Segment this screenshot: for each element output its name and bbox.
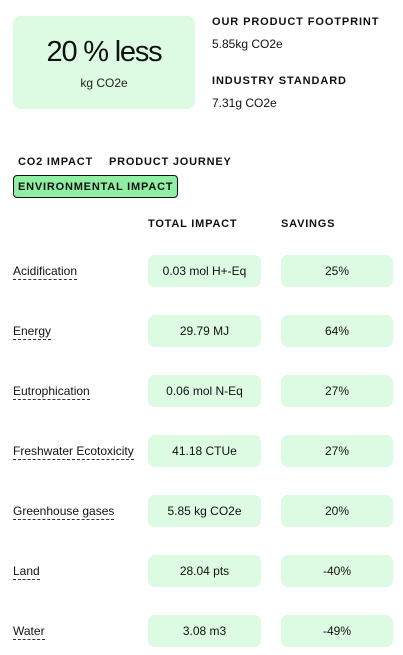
tab-environmental-impact[interactable]: ENVIRONMENTAL IMPACT (13, 175, 179, 198)
table-row: Energy 29.79 MJ 64% (0, 315, 403, 349)
impact-category-label[interactable]: Acidification (13, 264, 78, 280)
impact-category-label[interactable]: Freshwater Ecotoxicity (13, 444, 134, 460)
impact-category-label[interactable]: Energy (13, 324, 52, 340)
total-impact-value: 0.06 mol N-Eq (148, 375, 261, 407)
column-header-total-impact: TOTAL IMPACT (148, 218, 238, 230)
impact-category-label[interactable]: Eutrophication (13, 384, 90, 400)
table-row: Land 28.04 pts -40% (0, 555, 403, 589)
table-row: Acidification 0.03 mol H+-Eq 25% (0, 255, 403, 289)
tab-co2-impact[interactable]: CO2 IMPACT (18, 156, 94, 168)
industry-standard-value: 7.31g CO2e (212, 96, 277, 110)
impact-category-label[interactable]: Greenhouse gases (13, 504, 115, 520)
industry-standard: INDUSTRY STANDARD 7.31g CO2e (212, 75, 347, 110)
savings-value: 27% (281, 375, 393, 407)
savings-unit: kg CO2e (80, 76, 128, 90)
savings-value: -49% (281, 615, 393, 647)
total-impact-value: 28.04 pts (148, 555, 261, 587)
savings-value: 64% (281, 315, 393, 347)
total-impact-value: 41.18 CTUe (148, 435, 261, 467)
savings-headline: 20 % less (46, 36, 163, 68)
column-header-savings: SAVINGS (281, 218, 336, 230)
total-impact-value: 3.08 m3 (148, 615, 261, 647)
table-row: Eutrophication 0.06 mol N-Eq 27% (0, 375, 403, 409)
product-footprint: OUR PRODUCT FOOTPRINT 5.85kg CO2e (212, 16, 379, 51)
total-impact-value: 5.85 kg CO2e (148, 495, 261, 527)
savings-value: 20% (281, 495, 393, 527)
product-footprint-label: OUR PRODUCT FOOTPRINT (212, 16, 380, 28)
table-row: Water 3.08 m3 -49% (0, 615, 403, 649)
product-footprint-value: 5.85kg CO2e (212, 37, 283, 51)
industry-standard-label: INDUSTRY STANDARD (212, 75, 347, 87)
table-row: Greenhouse gases 5.85 kg CO2e 20% (0, 495, 403, 529)
savings-value: 27% (281, 435, 393, 467)
impact-category-label[interactable]: Water (13, 624, 45, 640)
impact-category-label[interactable]: Land (13, 564, 40, 580)
table-row: Freshwater Ecotoxicity 41.18 CTUe 27% (0, 435, 403, 469)
savings-value: -40% (281, 555, 393, 587)
tab-product-journey[interactable]: PRODUCT JOURNEY (109, 156, 232, 168)
total-impact-value: 29.79 MJ (148, 315, 261, 347)
savings-value: 25% (281, 255, 393, 287)
total-impact-value: 0.03 mol H+-Eq (148, 255, 261, 287)
savings-summary-card: 20 % less kg CO2e (13, 16, 195, 109)
